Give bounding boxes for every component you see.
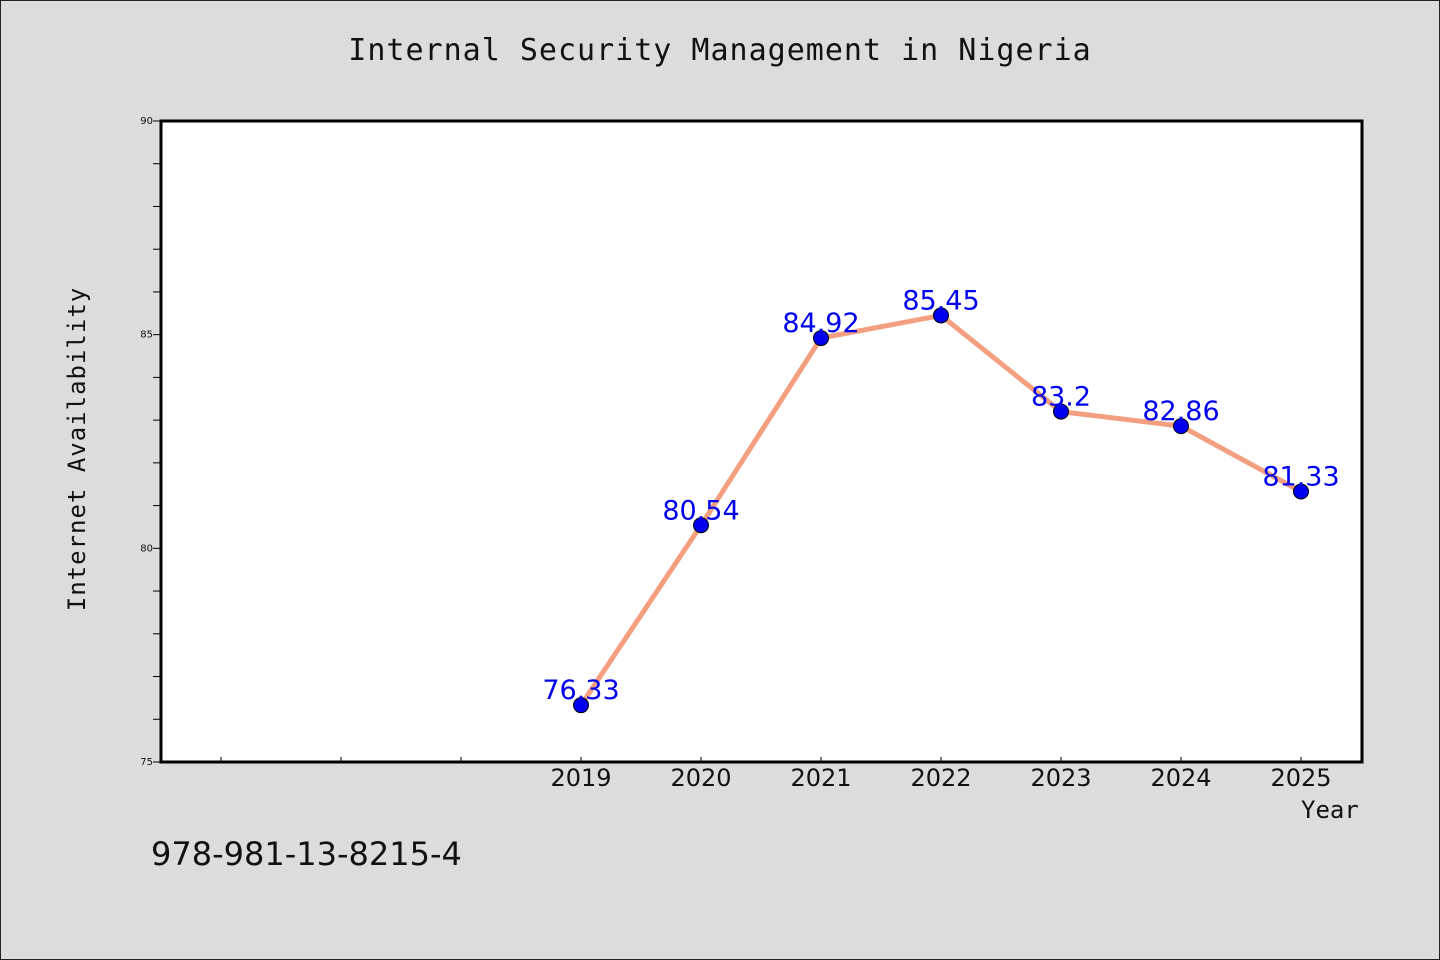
x-tick-label: 2024 — [1150, 764, 1211, 792]
data-point — [933, 307, 949, 324]
data-label: 80.54 — [662, 495, 739, 526]
x-tick-label: 2020 — [670, 764, 731, 792]
data-label: 81.33 — [1262, 461, 1339, 492]
data-point — [693, 517, 709, 534]
data-label: 85.45 — [902, 285, 979, 316]
y-tick-label: 90 — [140, 116, 153, 127]
data-point — [573, 697, 589, 714]
x-tick-label: 2019 — [550, 764, 611, 792]
data-label: 82.86 — [1142, 396, 1219, 427]
chart-title: Internal Security Management in Nigeria — [348, 33, 1092, 68]
x-tick-label: 2021 — [790, 764, 851, 792]
x-tick-label: 2022 — [910, 764, 971, 792]
data-label: 76.33 — [542, 675, 619, 706]
x-axis-ticks: 2019 2020 2021 2022 2023 2024 2025 — [220, 757, 1332, 792]
x-tick-label: 2023 — [1030, 764, 1091, 792]
y-tick-label: 75 — [140, 757, 153, 768]
x-axis-label: Year — [1301, 796, 1359, 824]
data-label-group: 76.33 80.54 84.92 85.45 83.2 82.86 81.33 — [542, 285, 1339, 706]
x-tick-label: 2025 — [1270, 764, 1331, 792]
data-point — [1293, 483, 1309, 500]
data-label: 83.2 — [1031, 382, 1091, 413]
data-label: 84.92 — [782, 308, 859, 339]
series-group — [573, 307, 1309, 714]
data-point — [1173, 418, 1189, 435]
isbn-text: 978-981-13-8215-4 — [151, 835, 462, 873]
data-point — [1053, 403, 1069, 420]
data-point — [813, 330, 829, 347]
plot-area — [159, 119, 1364, 764]
y-axis-ticks: 75 80 85 90 — [140, 116, 161, 768]
y-tick-label: 80 — [140, 543, 153, 554]
y-tick-label: 85 — [140, 330, 153, 341]
